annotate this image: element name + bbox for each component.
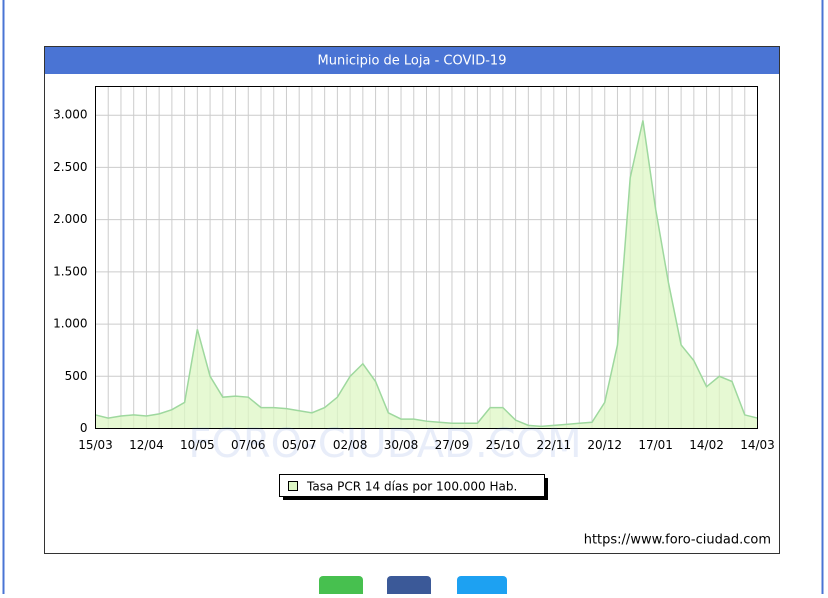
area-line bbox=[95, 120, 758, 428]
x-tick-label: 17/01 bbox=[638, 438, 673, 452]
x-tick-label: 02/08 bbox=[333, 438, 368, 452]
y-tick-label: 2.500 bbox=[53, 160, 87, 174]
legend-label: Tasa PCR 14 días por 100.000 Hab. bbox=[306, 480, 517, 494]
legend bbox=[279, 474, 545, 497]
x-tick-label: 10/05 bbox=[180, 438, 215, 452]
area-fill bbox=[95, 120, 758, 429]
source-link[interactable]: https://www.foro-ciudad.com bbox=[584, 533, 771, 548]
x-tick-label: 14/03 bbox=[740, 438, 775, 452]
x-tick-label: 30/08 bbox=[384, 438, 419, 452]
x-tick-label: 15/03 bbox=[78, 438, 113, 452]
plot-frame bbox=[95, 86, 758, 429]
x-tick-label: 12/04 bbox=[129, 438, 164, 452]
x-tick-label: 25/10 bbox=[486, 438, 521, 452]
y-tick-label: 1.000 bbox=[53, 317, 87, 331]
x-tick-label: 20/12 bbox=[587, 438, 622, 452]
y-tick-label: 0 bbox=[80, 421, 88, 435]
x-tick-label: 27/09 bbox=[435, 438, 470, 452]
watermark: FORO-CIUDAD.COM bbox=[188, 421, 581, 467]
x-tick-label: 07/06 bbox=[231, 438, 266, 452]
legend-swatch bbox=[288, 481, 298, 491]
y-tick-label: 500 bbox=[65, 369, 88, 383]
x-tick-label: 05/07 bbox=[282, 438, 317, 452]
twitter-button[interactable] bbox=[457, 576, 507, 598]
title-bar bbox=[45, 47, 779, 74]
chart-title: Municipio de Loja - COVID-19 bbox=[318, 54, 507, 69]
y-tick-label: 2.000 bbox=[53, 212, 87, 226]
y-tick-label: 3.000 bbox=[53, 108, 87, 122]
whatsapp-button[interactable] bbox=[319, 576, 363, 598]
facebook-button[interactable] bbox=[387, 576, 431, 598]
x-tick-label: 14/02 bbox=[689, 438, 724, 452]
x-tick-label: 22/11 bbox=[537, 438, 572, 452]
y-tick-label: 1.500 bbox=[53, 264, 87, 278]
